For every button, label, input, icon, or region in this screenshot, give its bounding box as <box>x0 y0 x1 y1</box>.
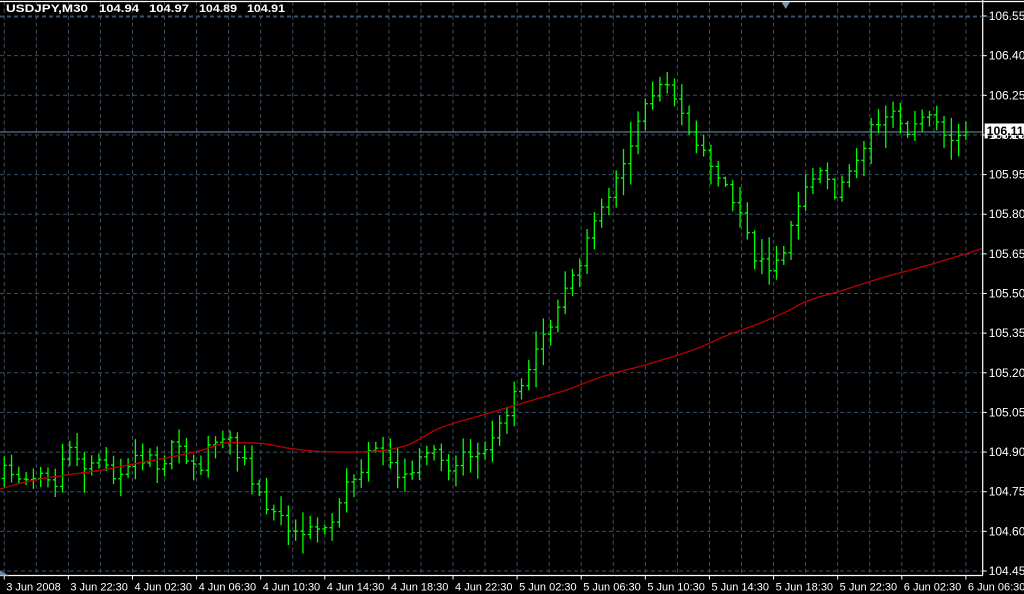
svg-text:106.55: 106.55 <box>989 9 1024 23</box>
svg-text:4 Jun 14:30: 4 Jun 14:30 <box>327 582 385 594</box>
svg-text:USDJPY,M30: USDJPY,M30 <box>6 3 88 15</box>
svg-text:4 Jun 22:30: 4 Jun 22:30 <box>455 582 513 594</box>
svg-text:3 Jun 22:30: 3 Jun 22:30 <box>70 582 128 594</box>
svg-text:6 Jun 02:30: 6 Jun 02:30 <box>904 582 962 594</box>
svg-text:104.90: 104.90 <box>989 445 1024 459</box>
svg-text:105.50: 105.50 <box>989 287 1024 301</box>
svg-text:104.60: 104.60 <box>989 524 1024 538</box>
svg-text:5 Jun 22:30: 5 Jun 22:30 <box>840 582 898 594</box>
svg-text:105.80: 105.80 <box>989 207 1024 221</box>
svg-text:106.40: 106.40 <box>989 49 1024 63</box>
svg-text:105.20: 105.20 <box>989 366 1024 380</box>
svg-text:5 Jun 06:30: 5 Jun 06:30 <box>583 582 641 594</box>
svg-text:3 Jun 2008: 3 Jun 2008 <box>6 582 60 594</box>
svg-text:106.11: 106.11 <box>987 124 1024 138</box>
svg-text:4 Jun 02:30: 4 Jun 02:30 <box>134 582 192 594</box>
svg-text:104.94: 104.94 <box>99 3 140 15</box>
svg-text:5 Jun 18:30: 5 Jun 18:30 <box>776 582 834 594</box>
svg-text:4 Jun 06:30: 4 Jun 06:30 <box>199 582 257 594</box>
svg-text:105.35: 105.35 <box>989 326 1024 340</box>
svg-text:5 Jun 10:30: 5 Jun 10:30 <box>647 582 705 594</box>
svg-text:104.97: 104.97 <box>149 3 189 15</box>
svg-text:5 Jun 02:30: 5 Jun 02:30 <box>519 582 577 594</box>
svg-text:5 Jun 14:30: 5 Jun 14:30 <box>711 582 769 594</box>
svg-text:105.05: 105.05 <box>989 405 1024 419</box>
svg-text:104.91: 104.91 <box>247 3 285 15</box>
svg-text:6 Jun 06:30: 6 Jun 06:30 <box>968 582 1024 594</box>
svg-text:4 Jun 18:30: 4 Jun 18:30 <box>391 582 449 594</box>
svg-text:106.25: 106.25 <box>989 88 1024 102</box>
svg-text:104.75: 104.75 <box>989 485 1024 499</box>
svg-text:105.65: 105.65 <box>989 247 1024 261</box>
svg-text:104.89: 104.89 <box>199 3 237 15</box>
svg-text:104.45: 104.45 <box>989 564 1024 578</box>
svg-text:105.95: 105.95 <box>989 168 1024 182</box>
svg-text:4 Jun 10:30: 4 Jun 10:30 <box>263 582 321 594</box>
